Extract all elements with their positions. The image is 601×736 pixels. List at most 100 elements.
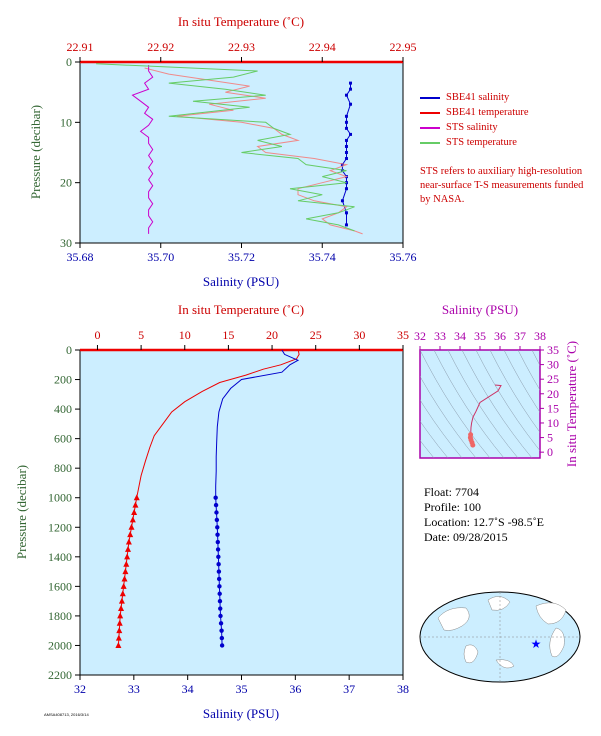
legend-swatch [420, 111, 440, 114]
density-contour [420, 350, 491, 458]
near-surface-top-xlabel: In situ Temperature (˚C) [178, 14, 304, 29]
temperature-marker [124, 553, 131, 560]
legend-swatch [420, 126, 440, 129]
salinity-marker [344, 93, 348, 97]
salinity-marker [215, 547, 221, 552]
salinity-tick-label: 35.72 [228, 250, 255, 264]
temperature-marker [129, 516, 136, 523]
density-contour [433, 350, 505, 458]
salinity-tick-label: 35.68 [67, 250, 94, 264]
ts-salinity-tick-label: 33 [434, 329, 446, 343]
profile-number: Profile: 100 [424, 500, 481, 514]
legend-label: STS temperature [446, 137, 517, 148]
salinity-marker [214, 510, 219, 515]
salinity-marker [340, 169, 344, 173]
date: Date: 09/28/2015 [424, 530, 508, 544]
temperature-marker [115, 641, 122, 648]
salinity-tick-label: 35.76 [390, 250, 417, 264]
full-profile-axes: 32 33 34 35 36 37 38 0 5 10 15 20 25 30 35 0 200 400 600 80… [48, 328, 409, 696]
salinity-marker [349, 102, 353, 106]
location: Location: 12.7˚S -98.5˚E [424, 515, 544, 529]
footer-code: AMSA408713, 2016/3/14 [44, 712, 89, 717]
ts-plot-area [419, 349, 541, 459]
temperature-marker [119, 590, 126, 597]
salinity-tick-label: 35.70 [147, 250, 174, 264]
ts-series [467, 384, 502, 448]
legend-swatch [420, 96, 440, 99]
temperature-marker [125, 538, 132, 545]
salinity-marker [349, 87, 353, 91]
ts-salinity-tick-label: 38 [534, 329, 546, 343]
salinity-marker [215, 525, 220, 530]
density-contour [420, 399, 463, 458]
salinity-marker [344, 211, 348, 215]
salinity-tick-label: 34 [182, 682, 194, 696]
pressure-tick-label: 600 [54, 432, 72, 446]
temperature-tick-label: 35 [397, 328, 409, 342]
ts-temp-tick-label: 25 [547, 372, 559, 386]
legend-label: STS salinity [446, 122, 498, 133]
salinity-marker [214, 517, 220, 523]
salinity-marker [213, 495, 218, 500]
salinity-tick-label: 36 [289, 682, 301, 696]
ts-salinity-tick-label: 37 [514, 329, 526, 343]
salinity-marker [215, 532, 220, 537]
full-profile-ylabel: Pressure (decibar) [14, 465, 29, 559]
ts-temp-tick-label: 10 [547, 416, 559, 430]
legend-label: SBE41 temperature [446, 107, 529, 118]
salinity-marker [217, 584, 222, 589]
sts-note: STS refers to auxiliary high-resolution … [420, 166, 584, 205]
salinity-marker [344, 126, 348, 130]
near-surface-series [96, 63, 363, 235]
ts-temp-tick-label: 20 [547, 387, 559, 401]
full-profile-chart: 32 33 34 35 36 37 38 0 5 10 15 20 25 30 35 0 200 400 600 80… [14, 302, 409, 721]
temperature-marker [120, 582, 127, 589]
salinity-marker [216, 554, 221, 560]
map-land [437, 596, 567, 669]
temperature-marker [118, 605, 125, 612]
ts-temp-tick-label: 5 [547, 431, 553, 445]
temperature-marker [118, 597, 125, 604]
pressure-tick-label: 0 [66, 343, 72, 357]
salinity-marker [344, 157, 348, 161]
ts-salinity-tick-label: 34 [454, 329, 466, 343]
temperature-marker [128, 523, 135, 530]
map-float-star-icon: ★ [531, 637, 542, 651]
temperature-tick-label: 25 [310, 328, 322, 342]
density-contour [420, 439, 435, 458]
temperature-marker [131, 509, 138, 515]
ts-marker [470, 442, 476, 448]
ts-temp-tick-label: 30 [547, 358, 559, 372]
density-contour [531, 350, 540, 366]
temperature-tick-label: 22.91 [67, 40, 94, 54]
full-profile-top-xlabel: In situ Temperature (˚C) [178, 302, 304, 317]
density-contour [461, 350, 533, 458]
salinity-marker [216, 576, 222, 582]
series-line [215, 349, 300, 646]
temperature-marker [117, 612, 124, 619]
salinity-marker [219, 643, 225, 648]
ts-salinity-tick-label: 35 [474, 329, 486, 343]
salinity-marker [344, 138, 348, 142]
ts-temp-tick-label: 35 [547, 343, 559, 357]
density-contour [420, 420, 449, 458]
temperature-marker [116, 619, 123, 626]
pressure-tick-label: 20 [60, 176, 72, 190]
temperature-tick-label: 5 [138, 328, 144, 342]
salinity-marker [344, 223, 348, 227]
temperature-marker [122, 568, 129, 575]
salinity-tick-label: 32 [74, 682, 86, 696]
series-line [131, 65, 154, 234]
salinity-marker [344, 144, 348, 148]
pressure-tick-label: 800 [54, 461, 72, 475]
salinity-marker [344, 114, 348, 118]
legend-swatch [420, 141, 440, 144]
pressure-tick-label: 1600 [48, 579, 72, 593]
salinity-marker [213, 502, 219, 508]
full-profile-plot-area [79, 349, 404, 676]
ts-salinity-tick-label: 32 [414, 329, 426, 343]
pressure-tick-label: 1800 [48, 609, 72, 623]
pressure-tick-label: 2200 [48, 668, 72, 682]
ts-salinity-tick-label: 36 [494, 329, 506, 343]
